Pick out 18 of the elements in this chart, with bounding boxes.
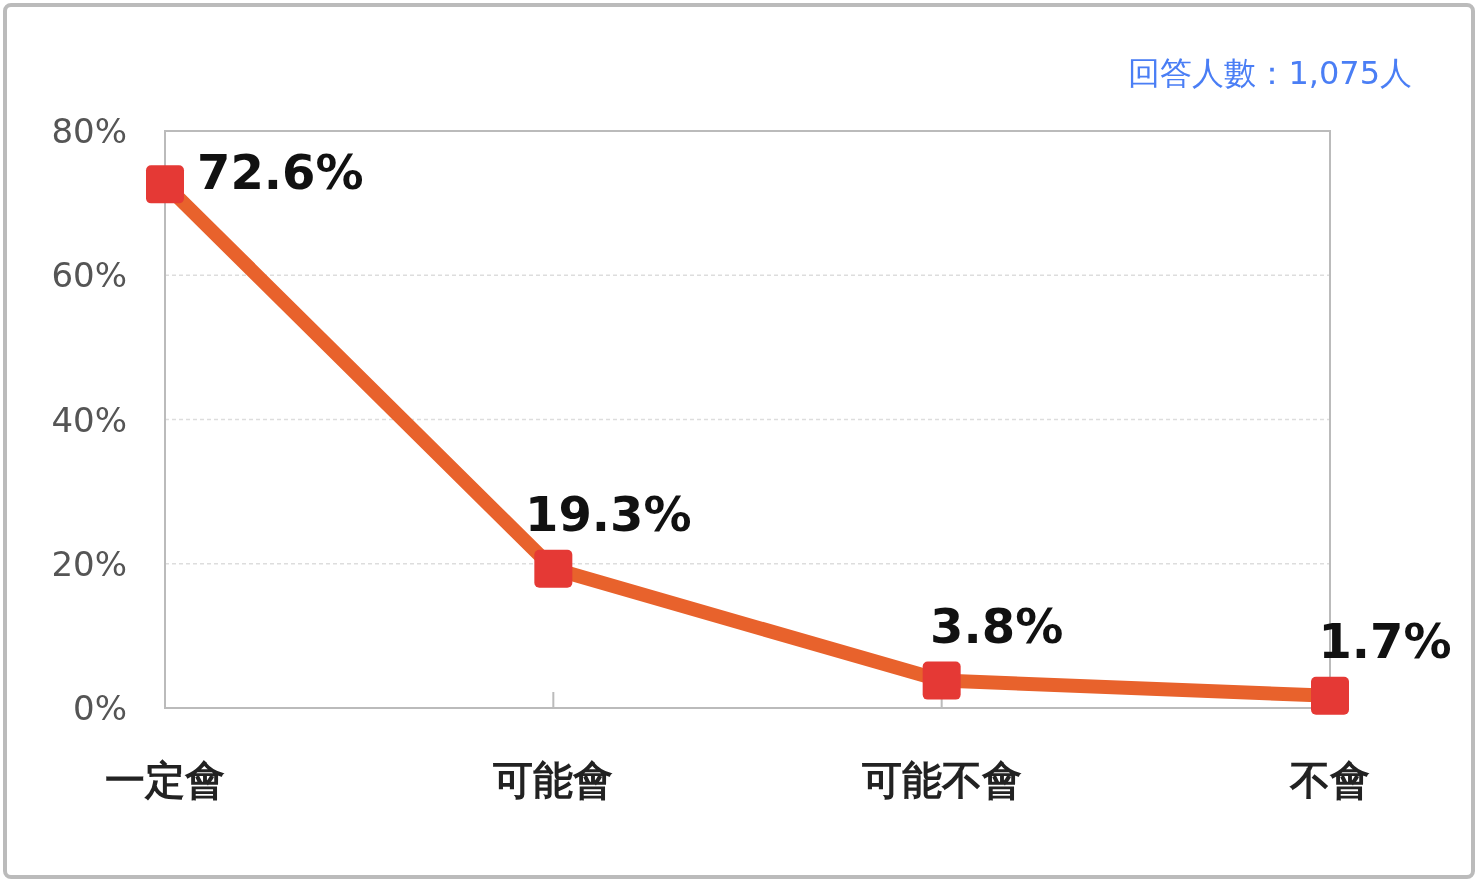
y-tick-label: 20% <box>51 543 127 584</box>
point <box>922 661 961 700</box>
point <box>146 165 184 204</box>
data-label: 19.3% <box>525 485 692 542</box>
data-label: 1.7% <box>1318 612 1452 669</box>
data-label: 3.8% <box>930 597 1064 654</box>
point <box>1311 676 1349 715</box>
y-tick-label: 80% <box>51 111 127 151</box>
x-tick-label: 可能會 <box>492 757 614 803</box>
y-tick-label: 40% <box>51 399 127 440</box>
x-tick-label: 不會 <box>1289 757 1370 803</box>
text: 回答人數：1,075人 <box>1128 54 1412 92</box>
point <box>534 549 573 588</box>
y-tick-label: 60% <box>51 255 127 296</box>
y-tick-label: 0% <box>73 688 127 728</box>
data-label: 72.6% <box>197 144 364 201</box>
x-tick-label: 一定會 <box>105 757 225 803</box>
x-tick-label: 可能不會 <box>860 757 1022 803</box>
